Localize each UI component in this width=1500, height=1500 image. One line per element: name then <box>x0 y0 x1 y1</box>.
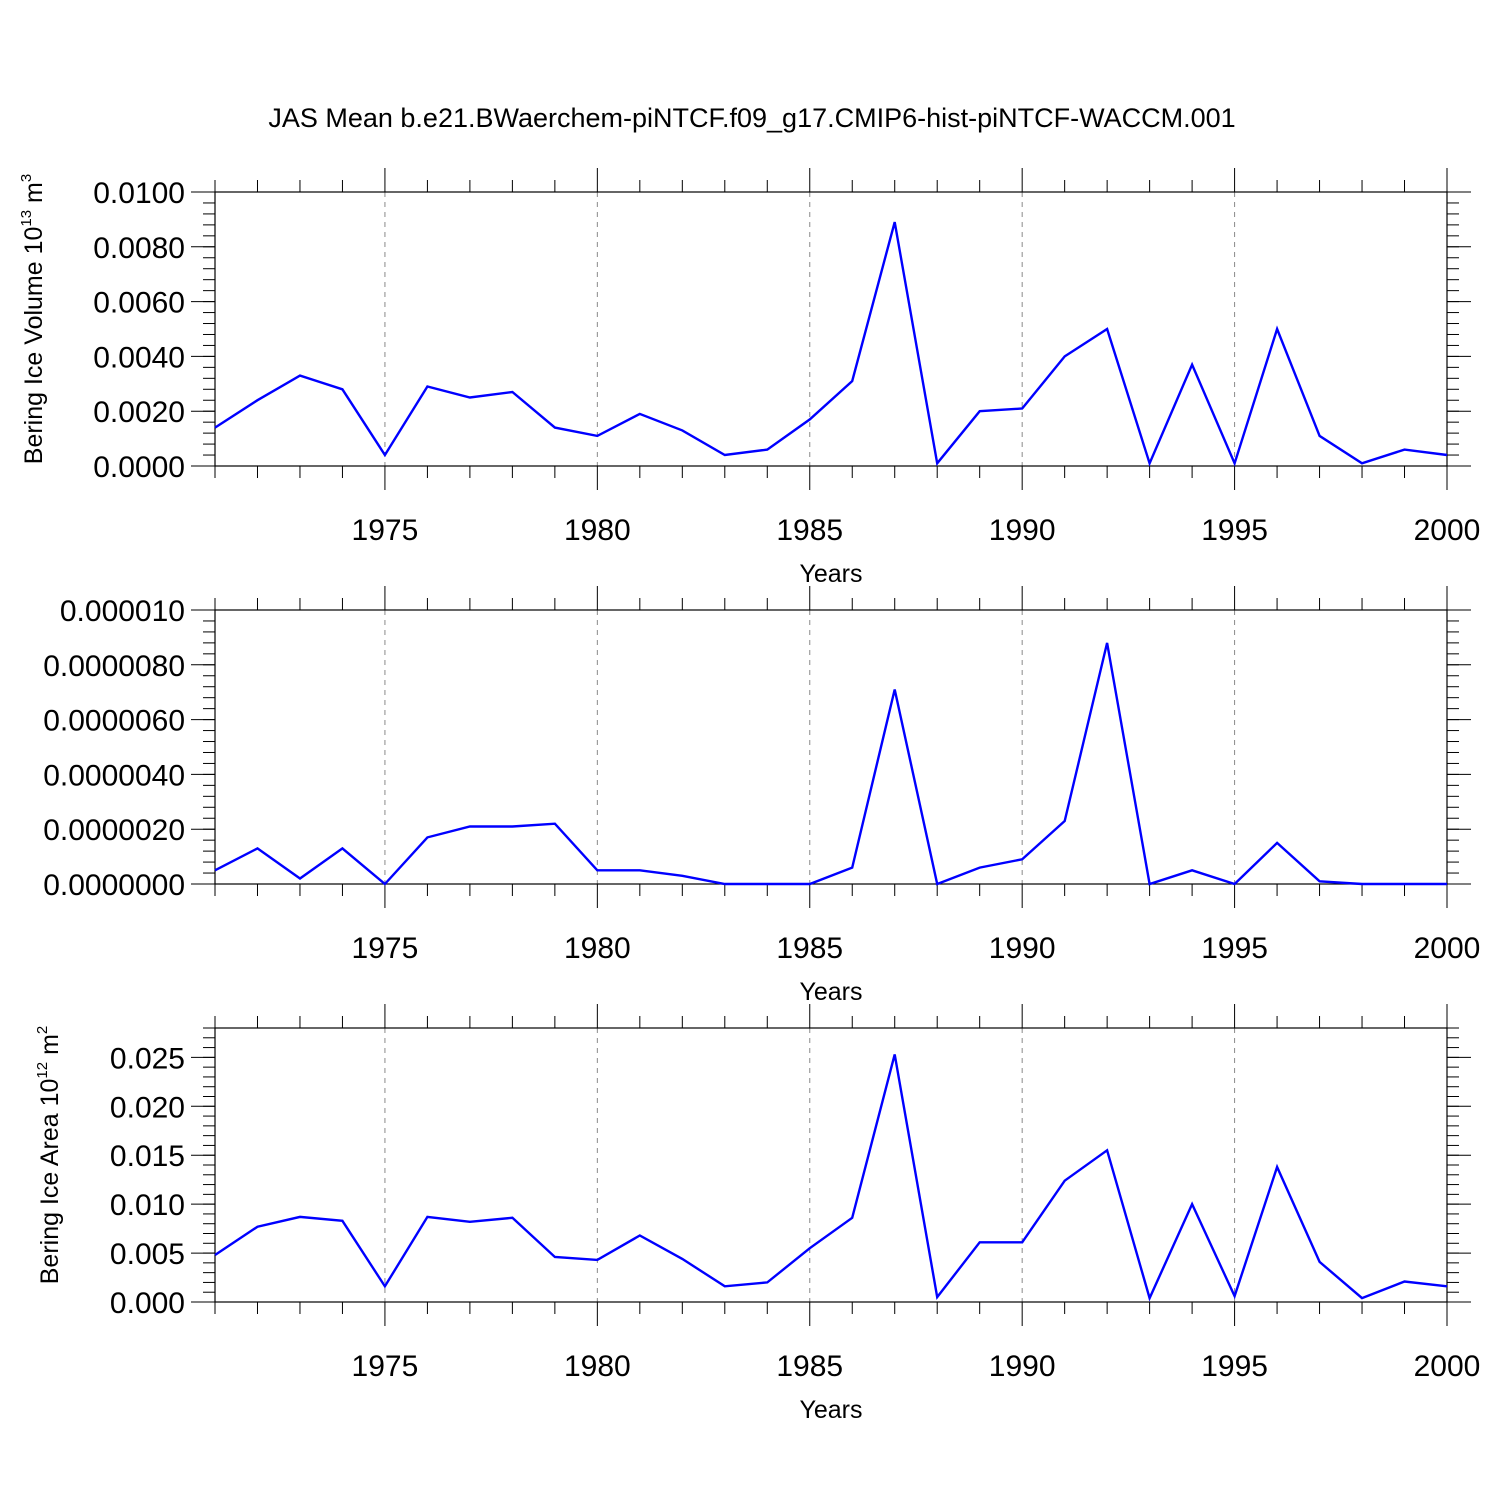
panels: 0.0000 0.0020 0.0040 0.0060 0.0080 0.0100 1975… <box>18 168 1480 1424</box>
x-tick-label-1985: 1985 <box>776 1350 843 1383</box>
y-tick-label: 0.0040 <box>93 341 185 374</box>
y-tick-label: 0.0000060 <box>43 705 185 738</box>
x-tick-label-1985: 1985 <box>776 932 843 965</box>
x-tick-label-1975: 1975 <box>352 932 419 965</box>
chart-panel-2: 0.0000000 0.0000020 0.0000040 0.0000060 0.00… <box>43 586 1480 1006</box>
x-tick-label-1985: 1985 <box>776 514 843 547</box>
y-axis-label-text: Bering Ice Volume 10 <box>20 227 48 465</box>
x-axis-label: Years <box>799 560 862 588</box>
x-tick-label-1980: 1980 <box>564 514 631 547</box>
y-axis-label: Bering Ice Area 1012 m2 <box>34 1026 64 1285</box>
x-tick-label-2000: 2000 <box>1414 932 1481 965</box>
y-tick-label: 0.000 <box>110 1287 185 1320</box>
y-tick-label: 0.015 <box>110 1140 185 1173</box>
y-axis-label-exponent: 12 <box>34 1062 51 1079</box>
y-tick-label: 0.0100 <box>93 177 185 210</box>
x-tick-label-1995: 1995 <box>1201 514 1268 547</box>
y-tick-label: 0.0000040 <box>43 759 185 792</box>
chart-panel-3: 0.000 0.005 0.010 0.015 0.020 0.025 1975 1980 19… <box>34 1004 1480 1424</box>
x-tick-label-1975: 1975 <box>352 1350 419 1383</box>
series-line-2-1 <box>214 642 1447 886</box>
x-tick-label-1980: 1980 <box>564 1350 631 1383</box>
y-tick-label: 0.0000000 <box>43 869 185 902</box>
x-tick-label-1990: 1990 <box>989 1350 1056 1383</box>
x-tick-label-2000: 2000 <box>1414 514 1481 547</box>
y-axis-label-text: Bering Ice Area 10 <box>36 1079 64 1285</box>
y-tick-label: 0.010 <box>110 1189 185 1222</box>
y-axis-label-unit: m <box>20 182 48 210</box>
plot-frame <box>214 191 1448 467</box>
y-tick-label: 0.0000080 <box>43 650 185 683</box>
x-tick-label-1995: 1995 <box>1201 1350 1268 1383</box>
y-axis-label-unit-exponent: 3 <box>18 174 35 182</box>
y-tick-label: 0.0020 <box>93 396 185 429</box>
x-tick-label-1980: 1980 <box>564 932 631 965</box>
x-axis-label: Years <box>799 1396 862 1424</box>
y-axis-label: Bering Ice Volume 1013 m3 <box>18 174 48 464</box>
series-line-1-1 <box>214 221 1448 467</box>
y-tick-label: 0.025 <box>110 1042 185 1075</box>
y-tick-label: 0.0060 <box>93 287 185 320</box>
chart-title: JAS Mean b.e21.BWaerchem-piNTCF.f09_g17.… <box>268 103 1235 133</box>
x-axis-label: Years <box>799 978 862 1006</box>
plot-frame <box>214 609 1448 885</box>
y-axis-label-unit: m <box>36 1034 64 1062</box>
series-line-3-1 <box>214 1054 1448 1302</box>
y-tick-label: 0.020 <box>110 1091 185 1124</box>
x-tick-label-2000: 2000 <box>1414 1350 1481 1383</box>
y-tick-label: 0.0000020 <box>43 814 185 847</box>
y-tick-label: 0.0000 <box>93 451 185 484</box>
chart-panel-1: 0.0000 0.0020 0.0040 0.0060 0.0080 0.0100 1975… <box>18 168 1480 588</box>
x-tick-label-1990: 1990 <box>989 514 1056 547</box>
y-tick-label: 0.000010 <box>60 595 185 628</box>
x-tick-label-1995: 1995 <box>1201 932 1268 965</box>
x-tick-label-1990: 1990 <box>989 932 1056 965</box>
y-tick-label: 0.005 <box>110 1238 185 1271</box>
y-axis-label-unit-exponent: 2 <box>34 1026 51 1034</box>
y-tick-label: 0.0080 <box>93 232 185 265</box>
y-axis-label-exponent: 13 <box>18 210 35 227</box>
x-tick-label-1975: 1975 <box>352 514 419 547</box>
